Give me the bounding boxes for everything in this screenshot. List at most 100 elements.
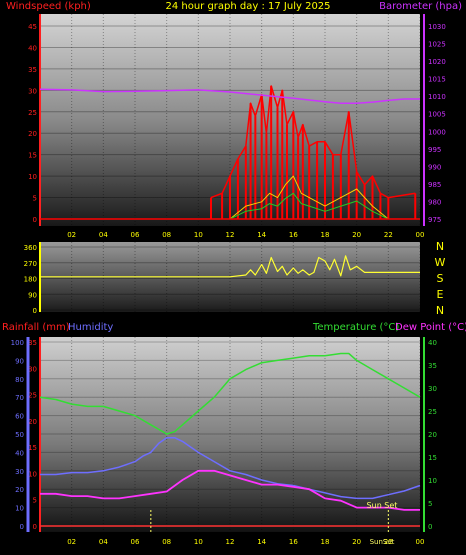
temp-tick-label: 30: [428, 385, 437, 393]
direction-tick-label: 90: [28, 291, 37, 299]
bottom-x-tick-label: 06: [131, 538, 140, 546]
wind-tick-label: 10: [28, 173, 37, 181]
dewpoint-axis-title: Dew Point (°C): [395, 322, 466, 333]
humidity-tick-label: 10: [15, 505, 24, 513]
wind-tick-label: 35: [28, 66, 37, 74]
temp-tick-label: 35: [428, 362, 437, 370]
windspeed-axis-title: Windspeed (kph): [6, 1, 91, 12]
baro-tick-label: 1020: [428, 58, 446, 66]
x-tick-label: 08: [162, 231, 171, 239]
compass-e: E: [437, 288, 444, 301]
humidity-tick-label: 100: [11, 339, 24, 347]
humidity-tick-label: 20: [15, 486, 24, 494]
dewpoint-line: [40, 469, 420, 511]
rain-tick-label: 20: [28, 418, 37, 426]
humidity-tick-label: 90: [15, 357, 24, 365]
sunset-axis-label: SunSet: [370, 538, 395, 546]
x-tick-label: 10: [194, 231, 203, 239]
bottom-x-tick-label: 14: [257, 538, 266, 546]
rain-tick-label: 10: [28, 470, 37, 478]
baro-tick-label: 1005: [428, 111, 446, 119]
direction-tick-label: 270: [24, 260, 37, 268]
direction-tick-label: 180: [24, 276, 37, 284]
wind-tick-label: 25: [28, 109, 37, 117]
bottom-x-tick-label: 02: [67, 538, 76, 546]
bottom-x-tick-label: 10: [194, 538, 203, 546]
x-tick-label: 02: [67, 231, 76, 239]
wind-tick-label: 0: [33, 216, 37, 224]
temp-tick-label: 40: [428, 339, 437, 347]
temp-tick-label: 10: [428, 477, 437, 485]
compass-w: W: [435, 256, 446, 269]
baro-tick-label: 1015: [428, 76, 446, 84]
temp-tick-label: 0: [428, 523, 432, 531]
humidity-tick-label: 30: [15, 468, 24, 476]
bottom-x-tick-label: 08: [162, 538, 171, 546]
x-tick-label: 20: [352, 231, 361, 239]
wind-tick-label: 20: [28, 130, 37, 138]
humidity-tick-label: 70: [15, 394, 24, 402]
wind-tick-label: 45: [28, 23, 37, 31]
temp-tick-label: 25: [428, 408, 437, 416]
bottom-x-tick-label: 16: [289, 538, 298, 546]
bottom-x-tick-label: 20: [352, 538, 361, 546]
baro-tick-label: 980: [428, 198, 441, 206]
x-tick-label: 00: [416, 231, 425, 239]
baro-tick-label: 990: [428, 163, 441, 171]
direction-tick-label: 0: [33, 307, 37, 315]
rainfall-axis-title: Rainfall (mm): [2, 322, 70, 333]
baro-tick-label: 1010: [428, 93, 446, 101]
x-tick-label: 18: [321, 231, 330, 239]
x-tick-label: 04: [99, 231, 108, 239]
wind-tick-label: 30: [28, 87, 37, 95]
compass-n-bottom: N: [436, 304, 444, 317]
temp-panel: [40, 337, 420, 532]
baro-tick-label: 1025: [428, 41, 446, 49]
sunset-label: Sun Set: [367, 501, 398, 510]
compass-legend: N W S E N: [435, 240, 446, 317]
bottom-x-tick-label: 12: [226, 538, 235, 546]
temperature-line: [39, 352, 421, 435]
barometer-line: [39, 88, 420, 104]
humidity-tick-label: 40: [15, 449, 24, 457]
rain-tick-label: 25: [28, 392, 37, 400]
chart-title: 24 hour graph day : 17 July 2025: [165, 1, 330, 12]
direction-line: [40, 255, 420, 278]
baro-tick-label: 1030: [428, 23, 446, 31]
humidity-tick-label: 80: [15, 376, 24, 384]
rain-tick-label: 0: [33, 523, 37, 531]
compass-n-top: N: [436, 240, 444, 253]
temperature-axis-title: Temperature (°C): [312, 322, 399, 333]
temp-tick-label: 20: [428, 431, 437, 439]
bottom-x-tick-label: 00: [416, 538, 425, 546]
humidity-tick-label: 0: [20, 523, 24, 531]
temp-tick-label: 15: [428, 454, 437, 462]
baro-tick-label: 985: [428, 181, 441, 189]
humidity-tick-label: 60: [15, 413, 24, 421]
gust-line: [210, 85, 416, 199]
compass-s: S: [437, 272, 444, 285]
baro-tick-label: 1000: [428, 128, 446, 136]
rain-tick-label: 35: [28, 339, 37, 347]
humidity-line: [40, 436, 421, 500]
wind-tick-label: 40: [28, 44, 37, 52]
rain-tick-label: 30: [28, 365, 37, 373]
rain-tick-label: 15: [28, 444, 37, 452]
bottom-x-tick-label: 18: [321, 538, 330, 546]
baro-tick-label: 995: [428, 146, 441, 154]
bottom-x-tick-label: 04: [99, 538, 108, 546]
rain-tick-label: 5: [33, 497, 37, 505]
direction-tick-label: 360: [24, 244, 37, 252]
wind-speed-line: [40, 192, 420, 220]
wind-tick-label: 5: [33, 195, 37, 203]
x-tick-label: 06: [131, 231, 140, 239]
humidity-axis-title: Humidity: [68, 322, 113, 333]
wind-tick-label: 15: [28, 152, 37, 160]
barometer-axis-title: Barometer (hpa): [379, 1, 462, 12]
baro-tick-label: 975: [428, 216, 441, 224]
wind-avg-line: [40, 175, 420, 220]
x-tick-label: 22: [384, 231, 393, 239]
x-tick-label: 14: [257, 231, 266, 239]
